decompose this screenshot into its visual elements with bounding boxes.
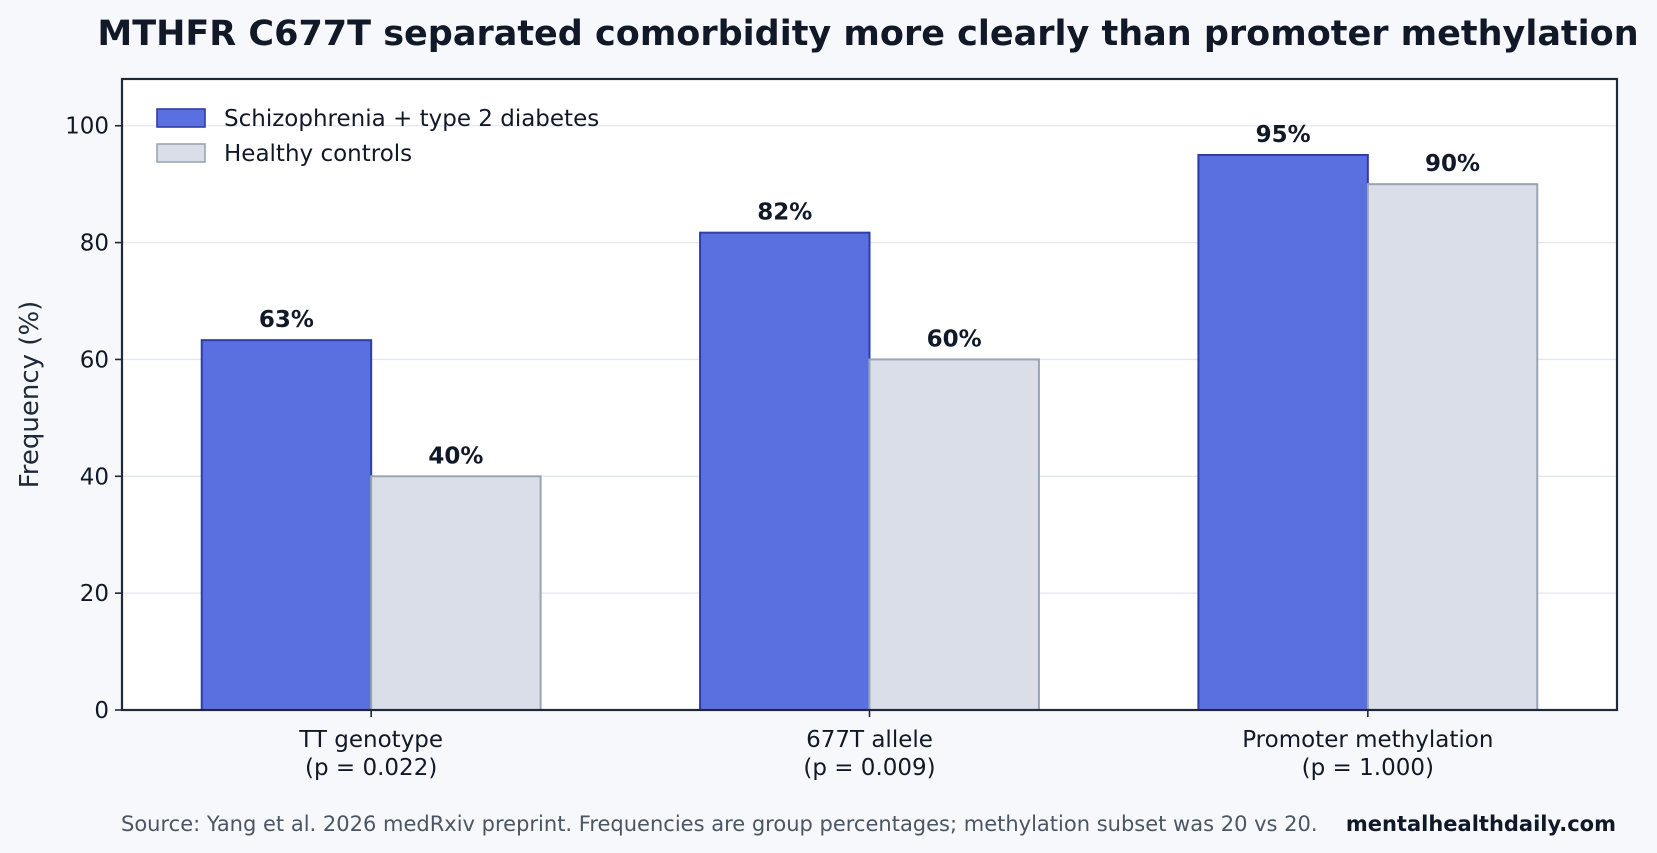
bar (868, 358, 1040, 711)
brand-label: mentalhealthdaily.com (1346, 812, 1616, 836)
legend-swatch (156, 108, 206, 128)
y-axis: 0 20 40 60 80 100 (65, 114, 122, 724)
x-axis: TT genotype(p = 0.022) 677T allele(p = 0.… (298, 710, 1493, 781)
legend-label: Healthy controls (224, 141, 412, 167)
bar-value-label: 40% (428, 443, 483, 469)
y-tick-label: 40 (80, 464, 109, 490)
x-tick-label: (p = 0.009) (803, 755, 935, 781)
bar (1366, 183, 1539, 711)
y-axis-label: Frequency (%) (15, 301, 45, 489)
y-tick-label: 0 (94, 698, 109, 724)
bar-labels: 63% 82% 95% 40% 60% 90% (259, 122, 1480, 469)
y-tick-label: 80 (80, 231, 109, 257)
bar-value-label: 82% (757, 200, 812, 226)
bar (699, 231, 871, 711)
x-tick-label: Promoter methylation (1242, 727, 1493, 753)
bar-value-label: 63% (259, 307, 314, 333)
bar (200, 339, 373, 711)
legend-label: Schizophrenia + type 2 diabetes (224, 106, 599, 132)
bar (370, 475, 542, 711)
legend-swatch (156, 143, 206, 163)
x-tick-label: 677T allele (806, 727, 933, 753)
x-tick-label: (p = 0.022) (305, 755, 437, 781)
source-note: Source: Yang et al. 2026 medRxiv preprin… (121, 812, 1318, 836)
bar-value-label: 60% (927, 326, 982, 352)
chart-title: MTHFR C677T separated comorbidity more c… (97, 14, 1638, 54)
x-tick-label: TT genotype (298, 727, 443, 753)
y-tick-label: 60 (80, 347, 109, 373)
y-tick-label: 100 (65, 114, 109, 140)
bar (1197, 153, 1369, 712)
y-tick-label: 20 (80, 581, 109, 607)
bars (200, 153, 1539, 712)
legend: Schizophrenia + type 2 diabetes Healthy c… (156, 106, 599, 167)
x-tick-label: (p = 1.000) (1302, 755, 1434, 781)
bar-value-label: 95% (1256, 122, 1311, 148)
bar-value-label: 90% (1425, 151, 1480, 177)
